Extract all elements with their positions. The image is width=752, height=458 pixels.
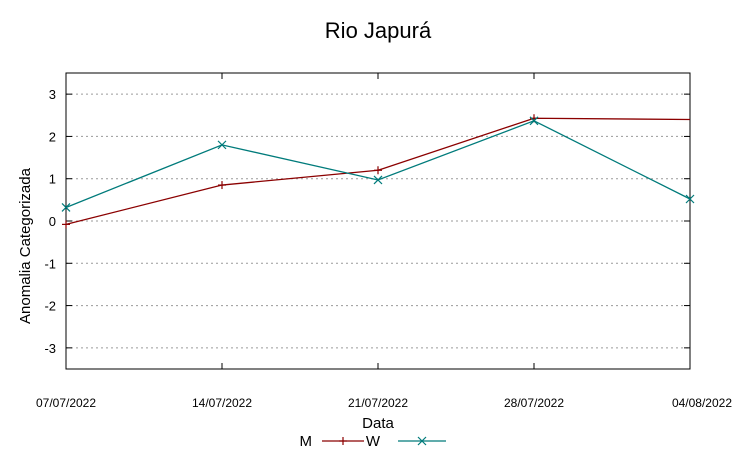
- data-point-m: [374, 166, 382, 175]
- y-axis: -3 -2 -1 0 1 2 3: [44, 87, 690, 356]
- y-tick-label: 3: [49, 87, 56, 102]
- series-line-w: [65, 120, 691, 209]
- chart-title: Rio Japurá: [325, 18, 432, 43]
- data-point-w: [61, 203, 71, 212]
- legend-marker-w: [417, 436, 427, 446]
- data-point-w: [373, 175, 383, 185]
- x-tick-label: 07/07/2022: [36, 396, 96, 410]
- data-point-w: [685, 194, 695, 204]
- data-point-m: [218, 181, 226, 190]
- legend-label-m: M: [300, 433, 313, 450]
- x-tick-label: 21/07/2022: [348, 396, 408, 410]
- data-point-m: [62, 220, 70, 229]
- x-tick-label: 28/07/2022: [504, 396, 564, 410]
- x-tick-label: 04/08/2022: [672, 396, 732, 410]
- y-axis-label: Anomalia Categorizada: [17, 167, 34, 324]
- series-layer: [61, 114, 695, 229]
- y-tick-label: -1: [44, 256, 56, 271]
- data-point-w: [217, 140, 227, 150]
- y-tick-label: -3: [44, 341, 56, 356]
- grid: [66, 93, 690, 349]
- y-tick-label: 1: [49, 172, 56, 187]
- data-point-w: [529, 116, 539, 126]
- y-tick-label: 0: [49, 214, 56, 229]
- legend-label-w: W: [366, 433, 381, 450]
- y-tick-label: 2: [49, 129, 56, 144]
- legend-marker-m: [339, 437, 347, 445]
- y-tick-label: -2: [44, 299, 56, 314]
- x-axis-label: Data: [362, 415, 394, 432]
- x-axis: 07/07/2022 14/07/2022 21/07/2022 28/07/2022…: [36, 73, 732, 410]
- x-tick-label: 14/07/2022: [192, 396, 252, 410]
